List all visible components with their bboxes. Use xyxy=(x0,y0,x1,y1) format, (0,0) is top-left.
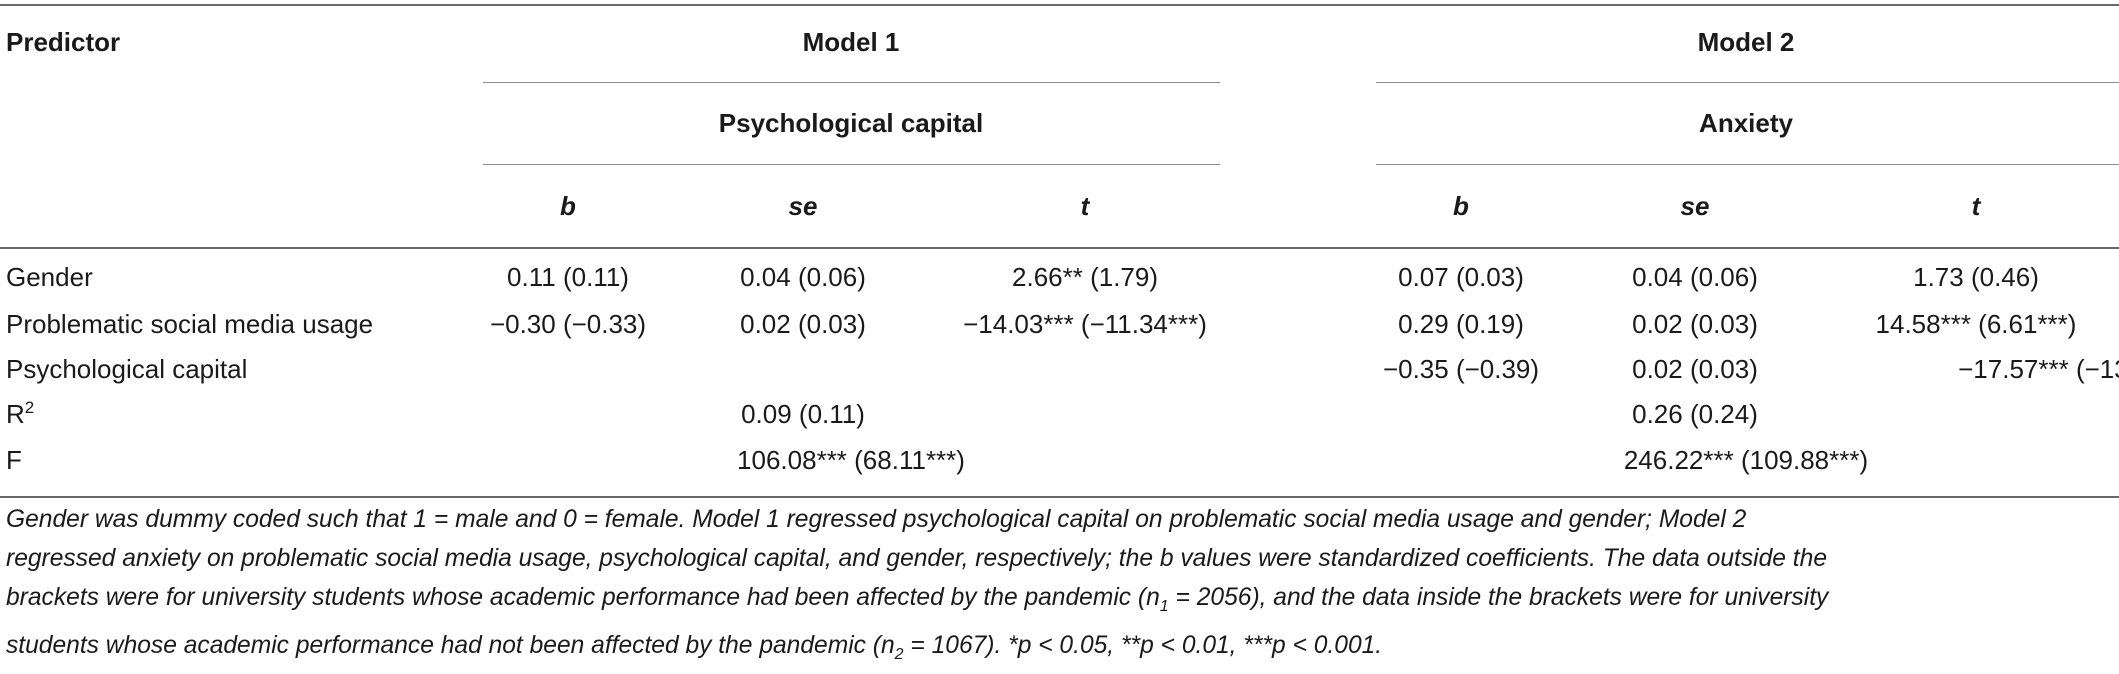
m2-b-psycap: −0.35 (−0.39) xyxy=(1382,354,1540,384)
model1-header: Model 1 xyxy=(802,27,900,57)
m2-b-psmu: 0.29 (0.19) xyxy=(1398,309,1524,339)
model1-rule xyxy=(483,82,1220,83)
r2-superscript: 2 xyxy=(24,398,35,417)
predictor-header: Predictor xyxy=(6,27,121,57)
row-label-r2: R2 xyxy=(6,398,34,434)
m1-r2: 0.09 (0.11) xyxy=(741,399,865,429)
m2-se-gender: 0.04 (0.06) xyxy=(1632,262,1758,292)
m2-se-header: se xyxy=(1680,191,1710,221)
m2-t-gender: 1.73 (0.46) xyxy=(1913,262,2039,292)
m1-se-gender: 0.04 (0.06) xyxy=(740,262,866,292)
m2-b-header: b xyxy=(1453,191,1469,221)
n2-subscript: 2 xyxy=(894,645,904,663)
header-bottom-rule xyxy=(0,247,2119,249)
r2-label: R xyxy=(6,399,25,429)
m1-se-psmu: 0.02 (0.03) xyxy=(740,309,866,339)
n1-subscript: 1 xyxy=(1159,597,1169,615)
m1-b-header: b xyxy=(560,191,576,221)
m2-b-gender: 0.07 (0.03) xyxy=(1398,262,1524,292)
model2-outcome-header: Anxiety xyxy=(1699,108,1793,138)
m2-r2: 0.26 (0.24) xyxy=(1632,399,1758,429)
model2-outcome-rule xyxy=(1376,164,2119,165)
m2-t-header: t xyxy=(1971,191,1981,221)
m1-t-psmu: −14.03*** (−11.34***) xyxy=(963,309,1207,339)
m1-se-header: se xyxy=(788,191,818,221)
row-label-psmu: Problematic social media usage xyxy=(6,309,374,339)
note-line-4-text: students whose academic performance had … xyxy=(6,631,895,659)
note-line-3: brackets were for university students wh… xyxy=(6,578,2111,626)
top-rule xyxy=(0,4,2119,6)
model1-outcome-header: Psychological capital xyxy=(718,108,984,138)
note-line-4-text-end: = 1067). *p < 0.05, **p < 0.01, ***p < 0… xyxy=(903,631,1383,659)
note-line-2: regressed anxiety on problematic social … xyxy=(6,545,1827,572)
note-line-1: Gender was dummy coded such that 1 = mal… xyxy=(6,506,1747,533)
m1-b-gender: 0.11 (0.11) xyxy=(507,262,629,292)
note-line-3-text-end: = 2056), and the data inside the bracket… xyxy=(1168,584,1829,611)
table-bottom-rule xyxy=(0,496,2119,498)
m2-f: 246.22*** (109.88***) xyxy=(1623,445,1869,475)
m1-b-psmu: −0.30 (−0.33) xyxy=(489,309,647,339)
m2-t-psmu: 14.58*** (6.61***) xyxy=(1875,309,2077,339)
note-line-3-text: brackets were for university students wh… xyxy=(6,584,1160,611)
m1-t-header: t xyxy=(1080,191,1090,221)
m1-t-gender: 2.66** (1.79) xyxy=(1012,262,1158,292)
m2-t-psycap: −17.57*** (−13.76***) xyxy=(1958,354,2119,384)
row-label-f: F xyxy=(6,445,22,475)
row-label-gender: Gender xyxy=(6,262,93,292)
row-label-psycap: Psychological capital xyxy=(6,354,248,384)
model2-rule xyxy=(1376,82,2119,83)
model1-outcome-rule xyxy=(483,164,1220,165)
m2-se-psycap: 0.02 (0.03) xyxy=(1632,354,1758,384)
note-line-4: students whose academic performance had … xyxy=(6,626,2111,674)
table-note: Gender was dummy coded such that 1 = mal… xyxy=(6,500,2111,674)
m1-f: 106.08*** (68.11***) xyxy=(737,445,965,475)
m2-se-psmu: 0.02 (0.03) xyxy=(1632,309,1758,339)
model2-header: Model 2 xyxy=(1697,27,1795,57)
